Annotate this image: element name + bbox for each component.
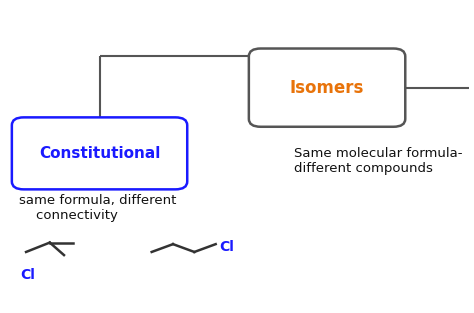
Text: Cl: Cl <box>20 268 35 282</box>
FancyBboxPatch shape <box>12 117 187 189</box>
Text: same formula, different
    connectivity: same formula, different connectivity <box>19 194 176 222</box>
Text: Same molecular formula-
different compounds: Same molecular formula- different compou… <box>294 147 462 175</box>
Text: Cl: Cl <box>219 240 234 254</box>
Text: Isomers: Isomers <box>290 79 364 97</box>
Text: Constitutional: Constitutional <box>39 146 160 161</box>
FancyBboxPatch shape <box>249 49 405 127</box>
